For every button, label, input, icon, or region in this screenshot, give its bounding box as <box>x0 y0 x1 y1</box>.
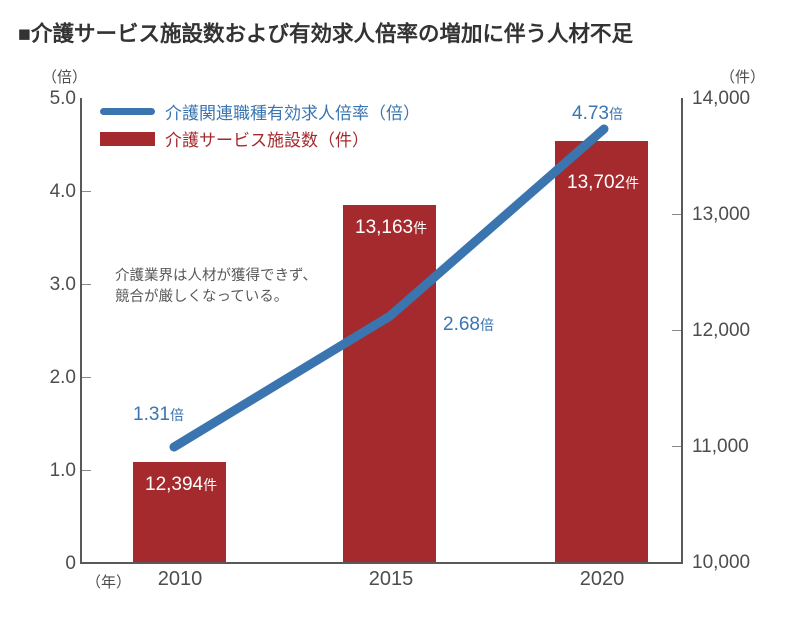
chart-annotation: 介護業界は人材が獲得できず、 競合が厳しくなっている。 <box>115 266 317 308</box>
bar-2015[interactable] <box>343 205 436 562</box>
x-axis-unit: （年） <box>86 574 132 591</box>
chart-legend: 介護関連職種有効求人倍率（倍） 介護サービス施設数（件） <box>100 98 420 152</box>
tick-mark-left-1 <box>82 470 91 471</box>
bar-value-2010: 12,394 <box>145 474 204 495</box>
line-unit-2020: 倍 <box>608 106 623 122</box>
tick-label-right-3: 11,000 <box>692 436 749 457</box>
legend-label-facility-count: 介護サービス施設数（件） <box>165 131 369 150</box>
line-unit-2015: 倍 <box>479 317 494 333</box>
bar-unit-2010: 件 <box>203 477 218 493</box>
bar-value-2020: 13,702 <box>567 172 626 193</box>
tick-mark-left-3 <box>82 284 91 285</box>
tick-label-left-5: 0 <box>65 553 76 574</box>
tick-label-left-0: 5.0 <box>49 88 76 109</box>
tick-mark-left-2 <box>82 377 91 378</box>
tick-label-right-1: 13,000 <box>692 204 751 225</box>
annotation-line-1: 介護業界は人材が獲得できず、 <box>115 268 317 284</box>
tick-label-right-4: 10,000 <box>692 552 751 573</box>
tick-label-left-1: 4.0 <box>49 181 76 202</box>
line-value-2020: 4.73 <box>572 103 609 124</box>
bar-unit-2020: 件 <box>625 175 640 191</box>
line-label-2015: 2.68倍 <box>443 314 494 336</box>
left-axis-line <box>80 98 82 564</box>
bar-label-2015: 13,163件 <box>355 217 427 239</box>
bar-value-2015: 13,163 <box>355 217 414 238</box>
tick-mark-right-11000 <box>672 446 681 447</box>
tick-mark-right-13000 <box>672 214 681 215</box>
line-unit-2010: 倍 <box>169 407 184 423</box>
tick-label-left-3: 2.0 <box>49 367 76 388</box>
bar-label-2010: 12,394件 <box>145 474 217 496</box>
right-axis-line <box>681 98 683 564</box>
right-axis-unit: （件） <box>720 69 766 86</box>
tick-mark-left-4 <box>82 191 91 192</box>
left-axis-unit: （倍） <box>42 69 88 86</box>
bar-label-2020: 13,702件 <box>567 172 639 194</box>
legend-label-utilization-ratio: 介護関連職種有効求人倍率（倍） <box>165 104 420 123</box>
x-axis-label-2020: 2020 <box>579 568 625 590</box>
legend-item-facility-count[interactable]: 介護サービス施設数（件） <box>100 125 420 152</box>
tick-mark-right-12000 <box>672 330 681 331</box>
legend-swatch-line-icon <box>100 108 155 115</box>
page-title: ■介護サービス施設数および有効求人倍率の増加に伴う人材不足 <box>18 22 633 46</box>
line-value-2010: 1.31 <box>133 404 170 425</box>
x-axis-label-2010: 2010 <box>157 568 203 590</box>
annotation-line-2: 競合が厳しくなっている。 <box>115 289 289 306</box>
bar-2020[interactable] <box>555 141 648 562</box>
tick-label-right-2: 12,000 <box>692 320 751 341</box>
legend-item-utilization-ratio[interactable]: 介護関連職種有効求人倍率（倍） <box>100 98 420 125</box>
line-value-2015: 2.68 <box>443 314 480 335</box>
tick-label-left-2: 3.0 <box>49 274 76 295</box>
tick-label-right-0: 14,000 <box>692 88 751 109</box>
line-label-2010: 1.31倍 <box>133 404 184 426</box>
tick-label-left-4: 1.0 <box>49 460 76 481</box>
legend-swatch-bar-icon <box>100 131 155 146</box>
line-label-2020: 4.73倍 <box>572 103 623 125</box>
bar-unit-2015: 件 <box>413 220 428 236</box>
x-axis-label-2015: 2015 <box>368 568 414 590</box>
bar-2010[interactable] <box>133 462 226 562</box>
bottom-axis-line <box>80 562 683 564</box>
